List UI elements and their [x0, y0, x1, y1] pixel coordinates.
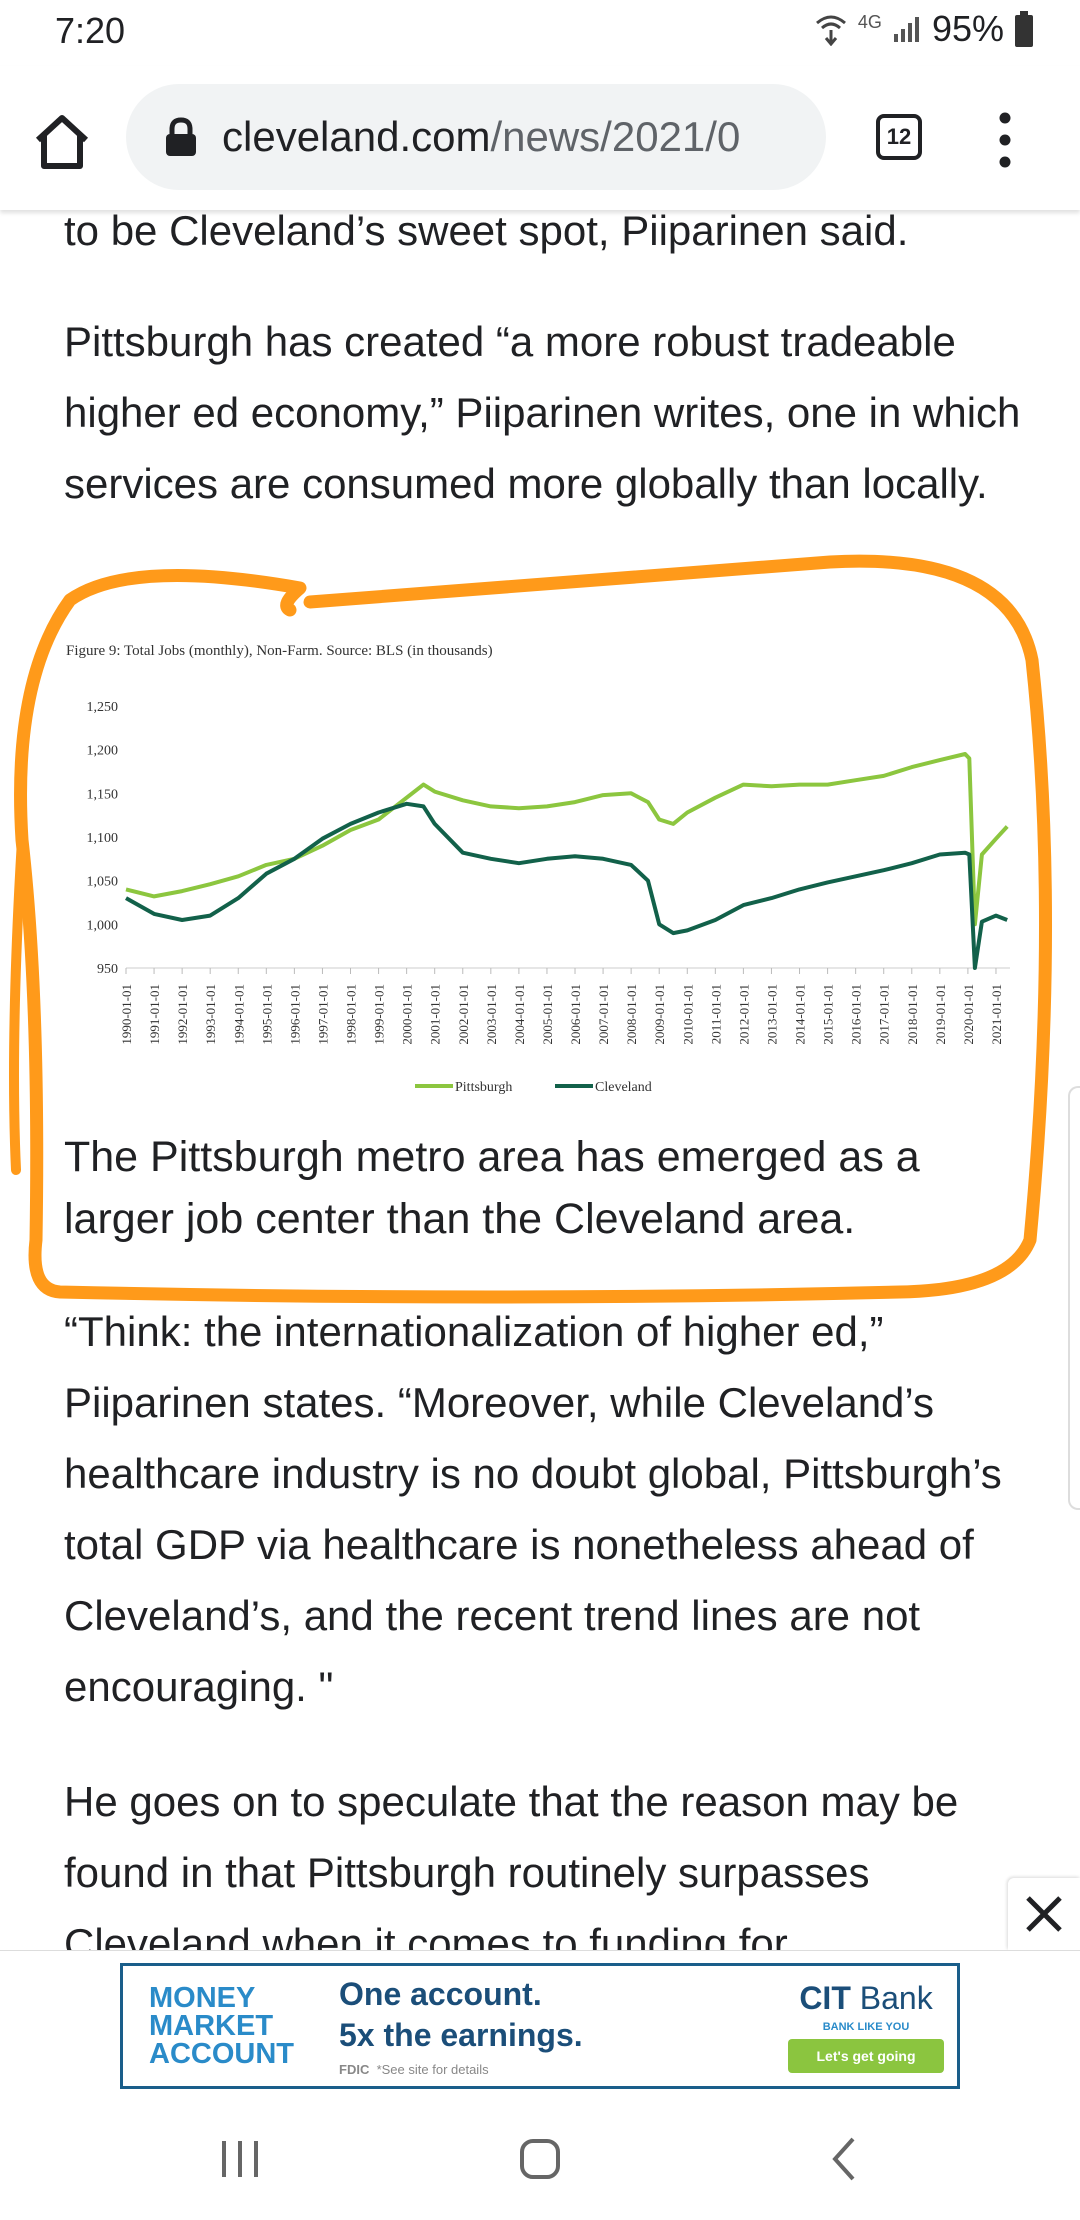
x-tick-label: 2000-01-01 [400, 984, 415, 1045]
y-tick-label: 1,100 [87, 831, 119, 846]
x-tick-label: 1995-01-01 [259, 984, 274, 1045]
ad-cta-button[interactable]: Let's get going [788, 2038, 944, 2073]
chart-legend: Pittsburgh Cleveland [415, 1080, 652, 1095]
more-vert-icon[interactable] [990, 108, 1020, 172]
tabs-icon[interactable]: 12 [876, 114, 922, 160]
x-tick-label: 2005-01-01 [540, 984, 555, 1045]
y-axis: 1,250 1,200 1,150 1,100 1,050 1,000 950 [87, 700, 1010, 977]
ad-product: MONEY MARKET ACCOUNT [149, 1982, 319, 2070]
ad-line-1: MONEY [149, 1982, 256, 2014]
x-tick-label: 2009-01-01 [652, 984, 667, 1045]
status-bar: 7:20 4G 95% [0, 0, 1080, 66]
back-icon[interactable] [815, 2131, 875, 2187]
legend-label-pittsburgh: Pittsburgh [455, 1080, 512, 1095]
x-tick-label: 1997-01-01 [315, 984, 330, 1045]
x-tick-label: 1992-01-01 [175, 984, 190, 1045]
y-tick-label: 1,000 [87, 918, 119, 933]
legend-label-cleveland: Cleveland [595, 1080, 652, 1095]
x-tick-label: 2015-01-01 [821, 984, 836, 1045]
url-path: /news/2021/0 [490, 113, 741, 160]
close-icon [1026, 1896, 1062, 1932]
ad-fine-print: FDIC *See site for details [339, 2062, 759, 2077]
x-tick-label: 1993-01-01 [203, 984, 218, 1045]
home-icon[interactable] [30, 110, 94, 174]
paragraph-top: to be Cleveland’s sweet spot, Piiparinen… [64, 207, 909, 254]
ad-line-3: ACCOUNT [149, 2038, 294, 2070]
battery-icon [1015, 11, 1033, 47]
chart-lines [125, 752, 1009, 970]
ad-fine-print-text: *See site for details [376, 2061, 489, 2077]
home-nav-icon[interactable] [510, 2131, 570, 2187]
x-tick-label: 2013-01-01 [764, 984, 779, 1045]
x-tick-label: 2019-01-01 [933, 984, 948, 1045]
paragraph-3: He goes on to speculate that the reason … [64, 1778, 959, 1967]
x-tick-label: 2008-01-01 [624, 984, 639, 1045]
x-axis: 1990-01-01 1991-01-01 1992-01-01 1993-01-01… [119, 968, 1004, 1045]
x-tick-label: 2003-01-01 [484, 984, 499, 1045]
jobs-chart: Figure 9: Total Jobs (monthly), Non-Farm… [66, 643, 1010, 1095]
x-tick-label: 1990-01-01 [119, 984, 134, 1045]
lock-icon [166, 117, 196, 156]
x-tick-label: 2016-01-01 [849, 984, 864, 1045]
paragraph-2: “Think: the internationalization of high… [64, 1308, 1002, 1710]
x-tick-label: 2006-01-01 [568, 984, 583, 1045]
x-tick-label: 2001-01-01 [428, 984, 443, 1045]
ad-brand-name: CIT Bank [781, 1980, 951, 2017]
ad-fdic: FDIC [339, 2061, 370, 2077]
scroll-thumb[interactable] [1068, 1086, 1080, 1510]
ad-headline-1: One account. [339, 1975, 542, 2012]
x-tick-label: 2021-01-01 [989, 984, 1004, 1045]
ad-banner[interactable]: MONEY MARKET ACCOUNT One account. 5x the… [120, 1963, 960, 2089]
ad-message: One account. 5x the earnings. FDIC *See … [339, 1976, 759, 2077]
ad-line-2: MARKET [149, 2010, 274, 2042]
system-nav-bar [0, 2095, 1080, 2220]
x-tick-label: 2010-01-01 [680, 984, 695, 1045]
x-tick-label: 2004-01-01 [512, 984, 527, 1045]
browser-toolbar: cleveland.com/news/2021/0 12 [0, 66, 1080, 210]
y-tick-label: 1,150 [87, 787, 119, 802]
x-tick-label: 1991-01-01 [147, 984, 162, 1045]
x-tick-label: 2007-01-01 [596, 984, 611, 1045]
x-tick-label: 2017-01-01 [877, 984, 892, 1045]
ad-tagline: BANK LIKE YOU [822, 2020, 910, 2033]
x-tick-label: 1999-01-01 [372, 984, 387, 1045]
x-tick-label: 1998-01-01 [344, 984, 359, 1045]
x-tick-label: 2018-01-01 [905, 984, 920, 1045]
ad-headline-2: 5x the earnings. [339, 2016, 583, 2053]
url-bar[interactable]: cleveland.com/news/2021/0 [126, 84, 826, 190]
wifi-calling-icon [815, 15, 846, 46]
status-icons: 4G 95% [814, 8, 1034, 50]
x-tick-label: 2020-01-01 [961, 984, 976, 1045]
battery-percent: 95% [931, 8, 1004, 49]
ad-close-button[interactable] [1008, 1878, 1080, 1950]
network-type: 4G [857, 11, 882, 32]
signal-icon [893, 17, 919, 42]
y-tick-label: 950 [97, 962, 118, 977]
x-tick-label: 2012-01-01 [736, 984, 751, 1045]
ad-brand: CIT Bank BANK LIKE YOU Let's get going [781, 1980, 951, 2073]
x-tick-label: 1994-01-01 [231, 984, 246, 1045]
url-text: cleveland.com/news/2021/0 [222, 113, 740, 161]
series-line-cleveland [125, 801, 1008, 970]
x-tick-label: 2014-01-01 [793, 984, 808, 1045]
y-tick-label: 1,250 [87, 700, 119, 715]
paragraph-1: Pittsburgh has created “a more robust tr… [64, 318, 1021, 507]
x-tick-label: 2011-01-01 [708, 984, 723, 1044]
x-tick-label: 1996-01-01 [287, 984, 302, 1045]
y-tick-label: 1,050 [87, 875, 119, 890]
ad-brand-suffix: Bank [859, 1979, 933, 2016]
status-time: 7:20 [55, 10, 126, 51]
y-tick-label: 1,200 [87, 744, 119, 759]
ad-brand-cit: CIT [799, 1979, 851, 2016]
chart-title: Figure 9: Total Jobs (monthly), Non-Farm… [66, 643, 493, 659]
highlight-annotation [9, 554, 1053, 1304]
chart-caption: The Pittsburgh metro area has emerged as… [64, 1133, 920, 1243]
x-tick-label: 2002-01-01 [456, 984, 471, 1045]
url-domain: cleveland.com [222, 113, 491, 160]
ad-area: MONEY MARKET ACCOUNT One account. 5x the… [0, 1950, 1080, 2096]
recents-icon[interactable] [210, 2131, 270, 2187]
